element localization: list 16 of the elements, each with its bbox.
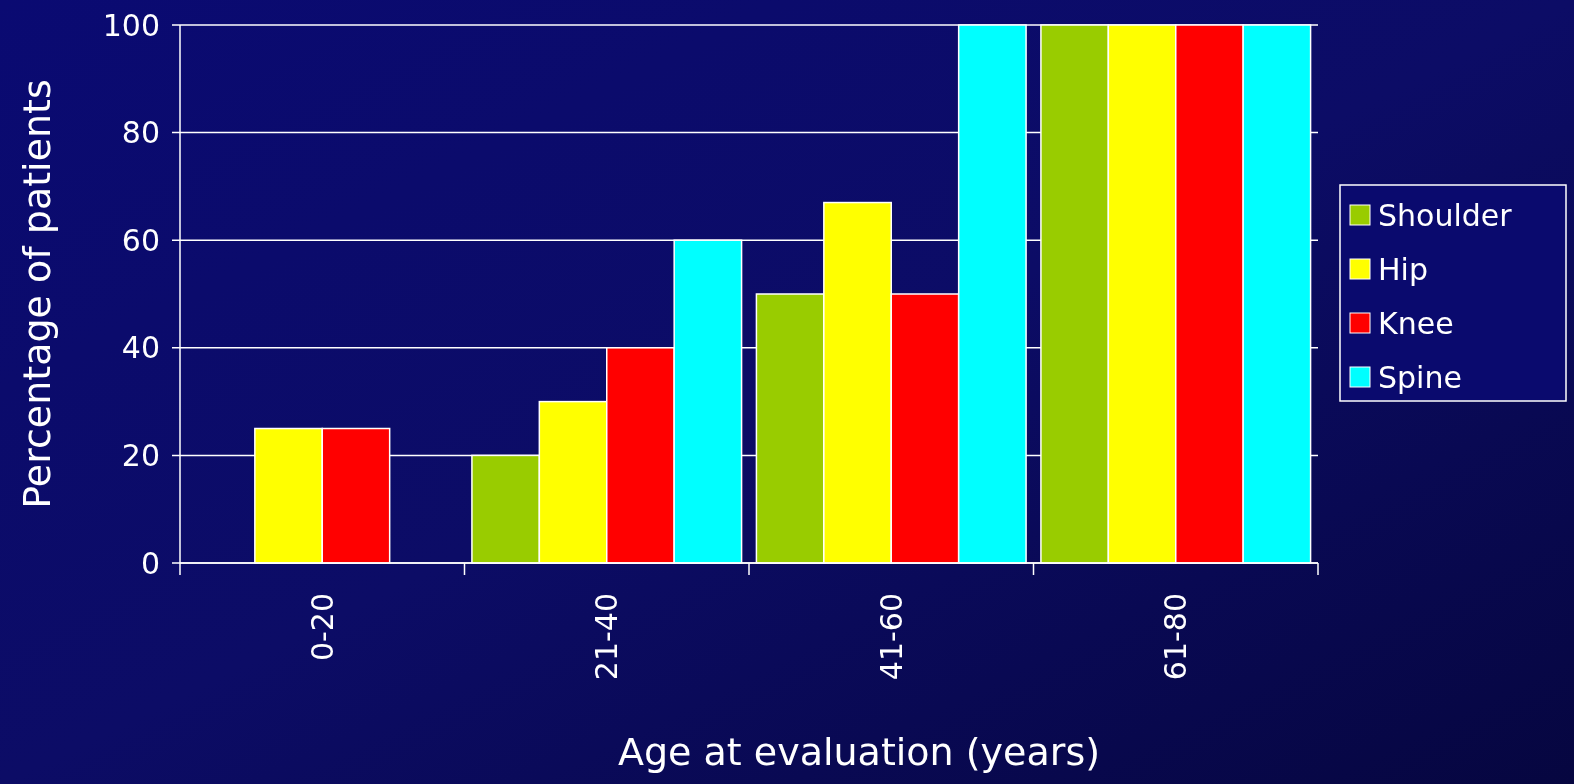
y-tick-label: 100 <box>102 7 160 43</box>
x-axis-title: Age at evaluation (years) <box>617 730 1101 774</box>
y-tick-label: 20 <box>121 437 160 473</box>
legend-label: Spine <box>1378 359 1462 395</box>
legend-label: Shoulder <box>1378 197 1513 233</box>
x-tick-label: 41-60 <box>873 593 909 681</box>
legend-label: Knee <box>1378 305 1454 341</box>
x-tick-label: 21-40 <box>589 593 625 681</box>
x-tick-label: 61-80 <box>1158 593 1194 681</box>
legend-label: Hip <box>1378 251 1428 287</box>
y-tick-label: 0 <box>140 545 160 581</box>
y-axis-title: Percentage of patients <box>15 79 59 509</box>
y-tick-label: 80 <box>121 115 160 151</box>
x-tick-label: 0-20 <box>304 593 340 662</box>
y-tick-label: 40 <box>121 330 160 366</box>
y-tick-label: 60 <box>121 222 160 258</box>
